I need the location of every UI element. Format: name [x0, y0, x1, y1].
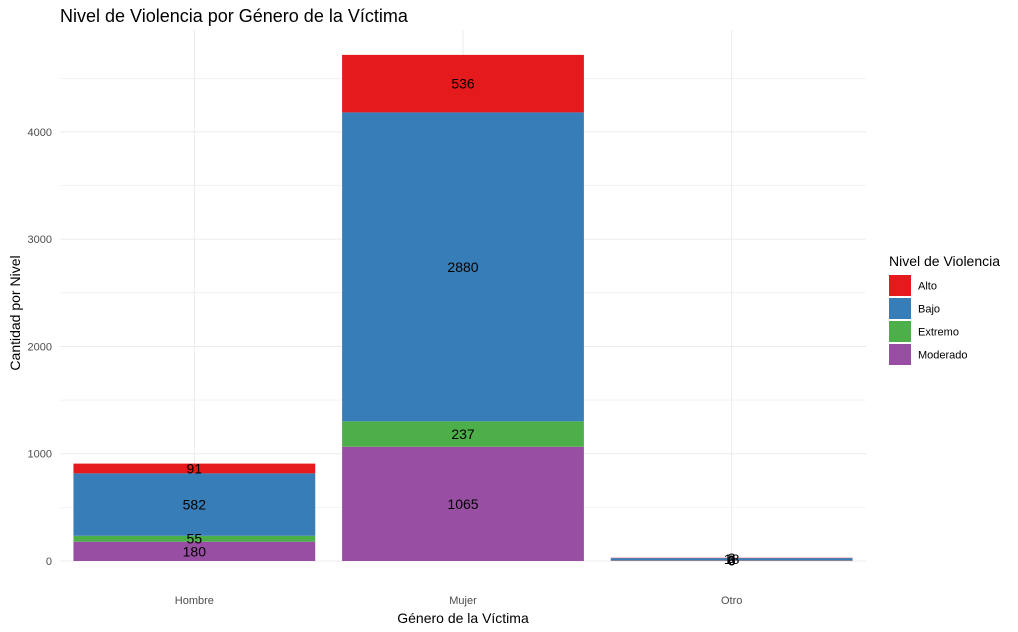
bar-value-label: 3 — [728, 550, 736, 566]
x-axis-title: Género de la Víctima — [397, 610, 529, 626]
y-tick-label: 1000 — [28, 449, 52, 461]
y-tick-label: 0 — [46, 556, 52, 568]
y-axis-title: Cantidad por Nivel — [7, 255, 23, 370]
x-tick-label: Hombre — [175, 595, 214, 607]
bar-segment-bajo-mujer — [342, 112, 584, 422]
legend-key-bajo — [889, 298, 911, 319]
bar-value-label: 18 — [724, 551, 740, 567]
bar-value-label: 55 — [187, 531, 203, 547]
legend-title: Nivel de Violencia — [889, 253, 1000, 269]
y-tick-label: 4000 — [28, 127, 52, 139]
bar-value-label: 180 — [183, 543, 207, 559]
bar-segment-bajo-hombre — [73, 473, 316, 536]
x-tick-label: Mujer — [449, 595, 477, 607]
bar-value-label: 2880 — [447, 259, 478, 275]
legend-key-extremo — [889, 321, 911, 342]
legend-label-bajo: Bajo — [918, 304, 940, 316]
bars-layer — [73, 54, 853, 561]
legend: Nivel de Violencia Alto Bajo Extremo Modera… — [889, 253, 1000, 365]
y-axis-ticks: 0 1000 2000 3000 4000 — [28, 127, 52, 568]
legend-key-moderado — [889, 344, 911, 365]
bar-segment-alto-hombre — [73, 463, 316, 474]
chart-title: Nivel de Violencia por Género de la Víct… — [60, 6, 409, 26]
bar-segment-bajo-otro — [610, 558, 853, 561]
legend-key-alto — [889, 275, 911, 296]
bar-value-label: 91 — [187, 460, 203, 476]
bar-segment-extremo-mujer — [342, 421, 584, 447]
bar-segment-moderado-otro — [610, 560, 853, 561]
bar-value-label: 582 — [183, 497, 207, 513]
legend-label-extremo: Extremo — [918, 327, 959, 339]
legend-label-moderado: Moderado — [918, 350, 968, 362]
bar-value-label: 536 — [451, 76, 475, 92]
bar-segment-moderado-mujer — [342, 446, 584, 561]
y-tick-label: 2000 — [28, 341, 52, 353]
y-tick-label: 3000 — [28, 234, 52, 246]
bar-segment-moderado-hombre — [73, 541, 316, 561]
bar-value-label: 6 — [728, 553, 736, 569]
bar-value-label: 237 — [451, 426, 475, 442]
bar-value-label: 1065 — [447, 496, 478, 512]
bar-segment-extremo-hombre — [73, 535, 316, 542]
x-tick-label: Otro — [721, 595, 742, 607]
legend-label-alto: Alto — [918, 281, 937, 293]
bar-segment-alto-mujer — [342, 54, 584, 113]
bar-value-label: 3 — [728, 552, 736, 568]
x-axis-ticks: Hombre Mujer Otro — [175, 595, 743, 607]
